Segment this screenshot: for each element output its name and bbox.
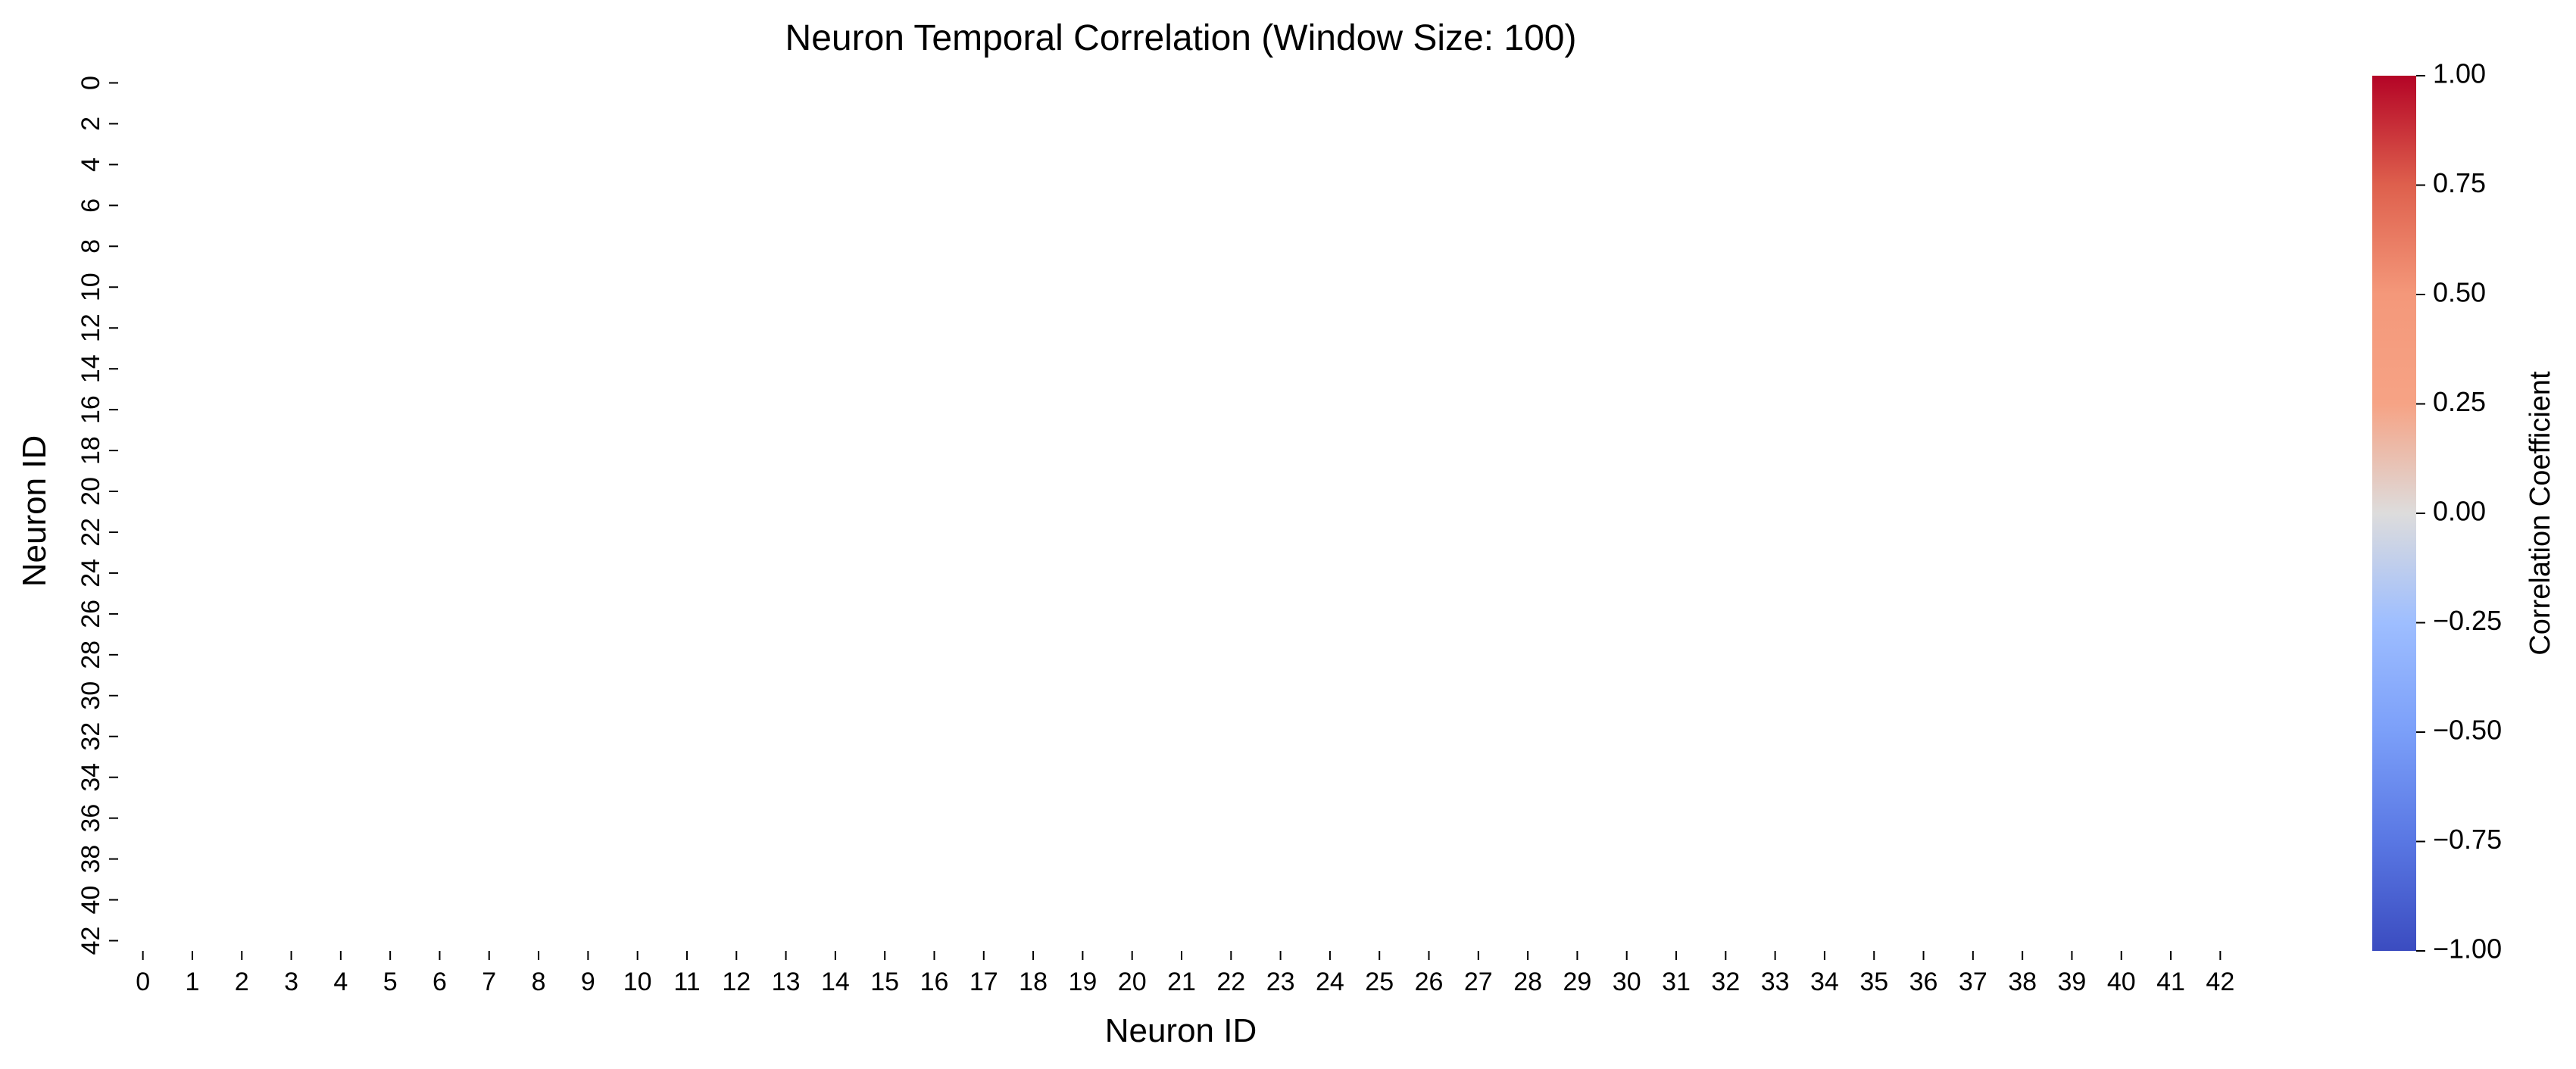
x-tick-label: 2 (235, 968, 249, 996)
x-tick-label: 7 (482, 968, 496, 996)
y-axis-label: Neuron ID (16, 435, 53, 587)
colorbar-label: Correlation Coefficient (2524, 371, 2556, 656)
x-tick-label: 9 (581, 968, 595, 996)
x-tick-label: 4 (333, 968, 348, 996)
x-tick-label: 15 (870, 968, 899, 996)
colorbar-tick-label: 1.00 (2433, 58, 2486, 89)
y-tick-label: 34 (76, 763, 105, 792)
y-tick-label: 30 (76, 681, 105, 710)
y-tick-label: 22 (76, 518, 105, 547)
x-tick-label: 21 (1167, 968, 1196, 996)
y-tick-label: 40 (76, 886, 105, 915)
x-tick-label: 37 (1959, 968, 1987, 996)
x-tick-label: 11 (673, 968, 700, 996)
colorbar-tick-label: 0.00 (2433, 496, 2486, 527)
x-tick-label: 8 (532, 968, 546, 996)
y-tick-label: 8 (76, 239, 105, 254)
y-tick-label: 12 (76, 313, 105, 342)
y-tick-label: 2 (76, 117, 105, 131)
x-axis-label: Neuron ID (1105, 1012, 1257, 1049)
colorbar-tick-label: −0.50 (2433, 715, 2502, 746)
x-tick-label: 27 (1464, 968, 1493, 996)
x-tick-label: 22 (1216, 968, 1245, 996)
y-tick-label: 38 (76, 845, 105, 874)
y-tick-label: 6 (76, 198, 105, 213)
y-tick-label: 36 (76, 804, 105, 833)
x-tick-label: 25 (1365, 968, 1394, 996)
x-tick-label: 33 (1761, 968, 1790, 996)
colorbar-tick-label: 0.25 (2433, 386, 2486, 417)
x-tick-label: 28 (1513, 968, 1542, 996)
x-tick-label: 10 (623, 968, 652, 996)
y-tick-label: 16 (76, 395, 105, 424)
y-tick-label: 4 (76, 157, 105, 172)
x-tick-label: 31 (1662, 968, 1691, 996)
x-tick-label: 3 (284, 968, 298, 996)
x-tick-label: 13 (772, 968, 801, 996)
x-tick-label: 12 (722, 968, 751, 996)
colorbar-tick-label: 0.50 (2433, 277, 2486, 308)
chart-title: Neuron Temporal Correlation (Window Size… (785, 18, 1577, 58)
y-tick-label: 14 (76, 354, 105, 383)
x-tick-label: 34 (1810, 968, 1839, 996)
x-tick-label: 19 (1068, 968, 1097, 996)
x-tick-label: 32 (1711, 968, 1740, 996)
x-tick-label: 30 (1613, 968, 1641, 996)
x-tick-label: 39 (2058, 968, 2087, 996)
x-tick-label: 29 (1563, 968, 1592, 996)
y-tick-label: 32 (76, 722, 105, 751)
x-tick-label: 1 (185, 968, 199, 996)
y-tick-label: 18 (76, 436, 105, 465)
x-tick-label: 38 (2008, 968, 2037, 996)
colorbar-tick-label: 0.75 (2433, 167, 2486, 198)
colorbar-ticks: 1.00 0.75 0.50 0.25 0.00 −0.25 −0.50 −0.75 −1.00 (2416, 58, 2502, 965)
x-tick-label: 16 (920, 968, 949, 996)
colorbar-tick-label: −0.25 (2433, 605, 2502, 636)
x-tick-label: 5 (383, 968, 398, 996)
x-tick-label: 41 (2156, 968, 2185, 996)
colorbar (2372, 76, 2416, 951)
x-tick-label: 36 (1909, 968, 1938, 996)
x-tick-label: 6 (432, 968, 447, 996)
y-tick-label: 20 (76, 477, 105, 506)
x-tick-label: 24 (1316, 968, 1344, 996)
x-tick-label: 26 (1415, 968, 1444, 996)
y-tick-label: 42 (76, 927, 105, 955)
y-tick-label: 0 (76, 76, 105, 90)
x-tick-label: 42 (2206, 968, 2234, 996)
colorbar-tick-label: −1.00 (2433, 933, 2502, 965)
colorbar-tick-label: −0.75 (2433, 824, 2502, 855)
y-tick-label: 24 (76, 559, 105, 587)
x-tick-label: 0 (136, 968, 150, 996)
x-tick-label: 40 (2107, 968, 2136, 996)
y-tick-label: 10 (76, 273, 105, 301)
y-tick-label: 26 (76, 600, 105, 628)
x-tick-label: 14 (821, 968, 850, 996)
x-axis-ticks: 0 1 2 3 4 5 6 7 8 9 10 11 12 13 14 15 16 17 18 19 20 21 22 23 24… (136, 951, 2234, 996)
x-tick-label: 35 (1859, 968, 1888, 996)
x-tick-label: 18 (1019, 968, 1048, 996)
x-tick-label: 23 (1266, 968, 1295, 996)
y-tick-label: 28 (76, 640, 105, 669)
x-tick-label: 20 (1118, 968, 1147, 996)
x-tick-label: 17 (970, 968, 998, 996)
